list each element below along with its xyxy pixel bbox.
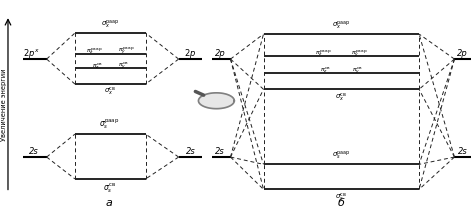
Text: $\sigma_s^{\mathrm{раар}}$: $\sigma_s^{\mathrm{раар}}$ <box>332 150 351 162</box>
Text: б: б <box>338 198 345 208</box>
Text: $\sigma_s^{\mathrm{св}}$: $\sigma_s^{\mathrm{св}}$ <box>103 182 116 195</box>
Text: $\pi_y^{\mathrm{св}}$: $\pi_y^{\mathrm{св}}$ <box>352 65 362 76</box>
Text: $\pi_z^{\mathrm{раар}}$: $\pi_z^{\mathrm{раар}}$ <box>86 46 103 56</box>
Text: $\pi_z^{\mathrm{раар}}$: $\pi_z^{\mathrm{раар}}$ <box>315 48 332 58</box>
Text: 2p: 2p <box>215 49 226 58</box>
Polygon shape <box>199 93 234 109</box>
Text: $\sigma_x^{\mathrm{раар}}$: $\sigma_x^{\mathrm{раар}}$ <box>101 19 119 31</box>
Text: $2p$: $2p$ <box>184 47 197 60</box>
Text: $\pi_z^{\mathrm{св}}$: $\pi_z^{\mathrm{св}}$ <box>320 65 331 75</box>
Text: $\sigma_x^{\mathrm{св}}$: $\sigma_x^{\mathrm{св}}$ <box>104 87 116 98</box>
Text: а: а <box>106 198 113 208</box>
Text: 2p: 2p <box>457 49 468 58</box>
Text: $\pi_z^{\mathrm{св}}$: $\pi_z^{\mathrm{св}}$ <box>92 61 102 71</box>
Text: $\pi_y^{\mathrm{раар}}$: $\pi_y^{\mathrm{раар}}$ <box>351 47 367 59</box>
Text: $\sigma_s^{\mathrm{раар}}$: $\sigma_s^{\mathrm{раар}}$ <box>99 118 119 131</box>
Text: 2s: 2s <box>457 147 467 156</box>
Text: $\pi_y^{\mathrm{св}}$: $\pi_y^{\mathrm{св}}$ <box>118 60 129 71</box>
Text: 2s: 2s <box>185 147 195 156</box>
Text: $\sigma_x^{\mathrm{раар}}$: $\sigma_x^{\mathrm{раар}}$ <box>332 20 351 32</box>
Text: $\pi_y^{\mathrm{раар}}$: $\pi_y^{\mathrm{раар}}$ <box>118 45 134 56</box>
Text: $2p^x$: $2p^x$ <box>23 47 40 60</box>
Text: $\sigma_s^{\mathrm{св}}$: $\sigma_s^{\mathrm{св}}$ <box>335 192 347 204</box>
Text: Увеличение энергии: Увеличение энергии <box>1 69 7 141</box>
Text: 2s: 2s <box>29 147 39 156</box>
Text: 2s: 2s <box>215 147 225 156</box>
Text: $\sigma_x^{\mathrm{св}}$: $\sigma_x^{\mathrm{св}}$ <box>335 92 347 104</box>
